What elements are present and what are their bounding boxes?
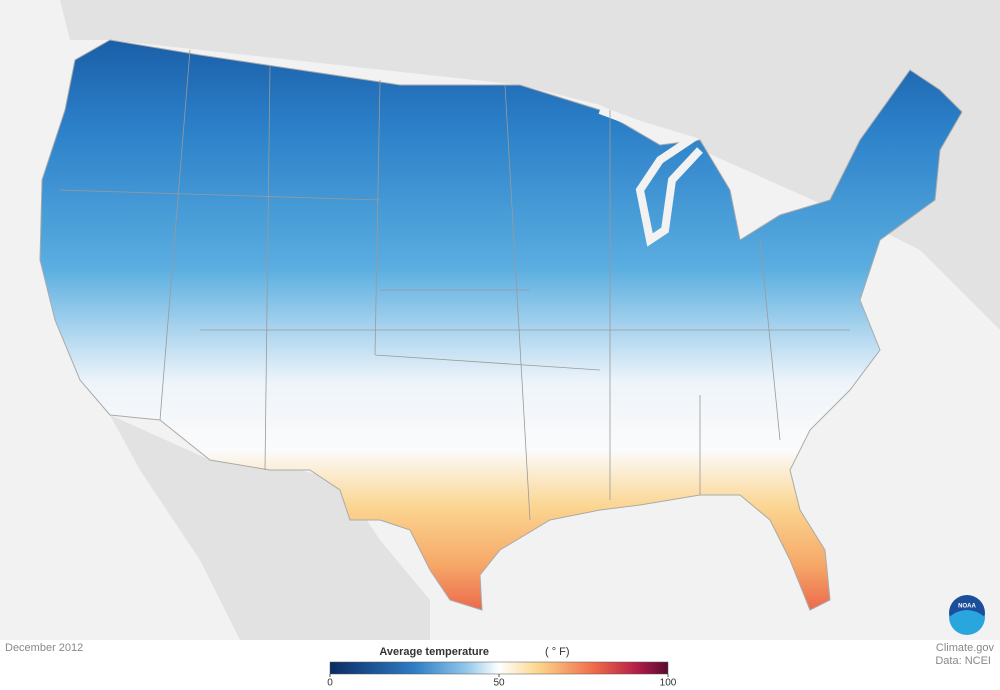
logo-text: NOAA (958, 604, 976, 610)
us-temperature (39, 39, 963, 611)
mexico (110, 415, 430, 640)
site-credit: Climate.gov (936, 642, 995, 654)
canada (60, 0, 1000, 330)
tick-label: 0 (327, 678, 333, 689)
legend-unit: ( ° F) (545, 646, 570, 658)
color-bar-ticks: 0 50 100 (327, 674, 677, 689)
noaa-logo-wave (949, 610, 985, 635)
great-lakes (598, 106, 703, 247)
legend-title: Average temperature (379, 646, 489, 658)
color-bar (329, 661, 669, 675)
tick-label: 50 (493, 678, 505, 689)
date-label: December 2012 (5, 642, 83, 654)
tick-label: 100 (660, 678, 677, 689)
data-credit: Data: NCEI (935, 655, 991, 667)
state-borders (59, 49, 850, 521)
